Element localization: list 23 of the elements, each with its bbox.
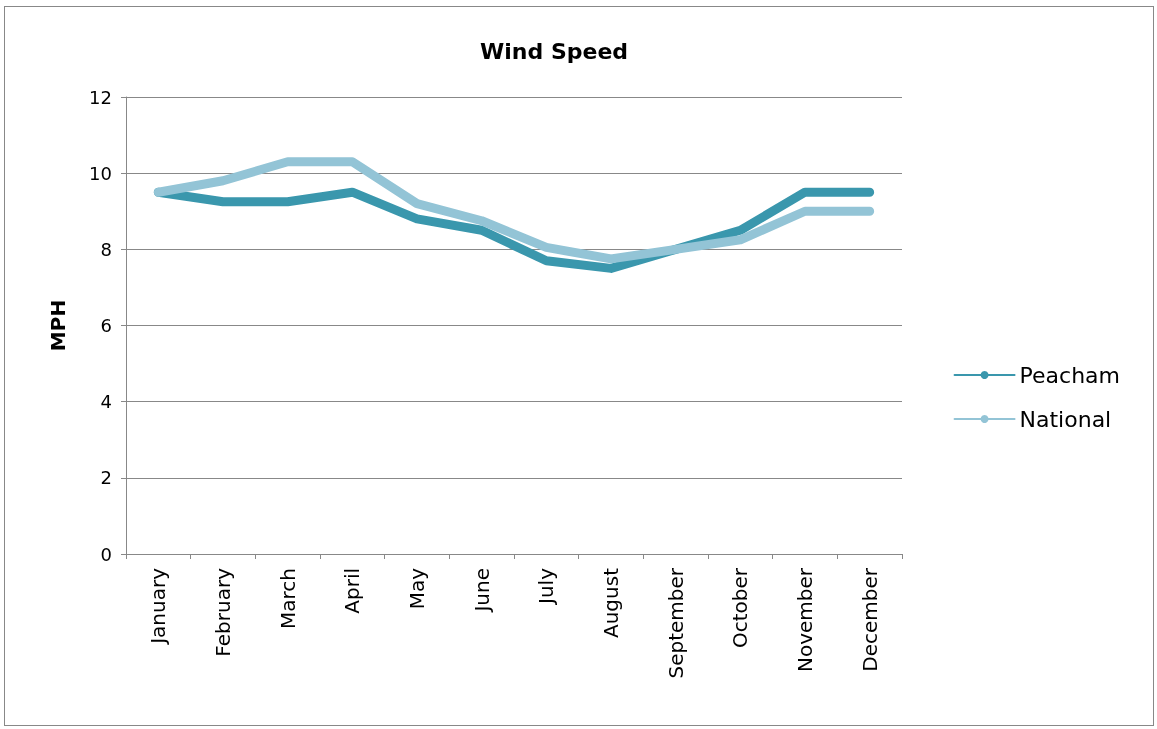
- y-tick-label: 10: [89, 162, 112, 184]
- x-tick-label: December: [857, 567, 882, 672]
- x-tick-label: August: [599, 567, 623, 638]
- y-tick-label: 0: [100, 543, 112, 565]
- x-tick-label: October: [728, 567, 753, 649]
- chart-title: Wind Speed: [480, 38, 629, 64]
- x-tick-label: March: [275, 568, 300, 629]
- y-axis-title: MPH: [46, 299, 70, 352]
- x-tick-label: September: [663, 567, 688, 679]
- x-tick-label: April: [340, 568, 365, 614]
- y-tick-label: 4: [100, 391, 112, 413]
- y-tick-label: 12: [89, 86, 112, 108]
- legend-label: National: [1019, 406, 1112, 432]
- x-tick-label: June: [469, 568, 494, 614]
- x-tick-label: July: [534, 567, 559, 606]
- x-tick-label: May: [405, 567, 429, 610]
- x-tick-label: November: [793, 567, 817, 673]
- x-tick-label: February: [211, 567, 235, 657]
- x-tick-label: January: [146, 567, 171, 646]
- y-tick-label: 2: [100, 467, 112, 489]
- y-tick-label: 6: [100, 315, 112, 336]
- legend-label: Peacham: [1019, 362, 1120, 388]
- y-tick-label: 8: [100, 238, 112, 260]
